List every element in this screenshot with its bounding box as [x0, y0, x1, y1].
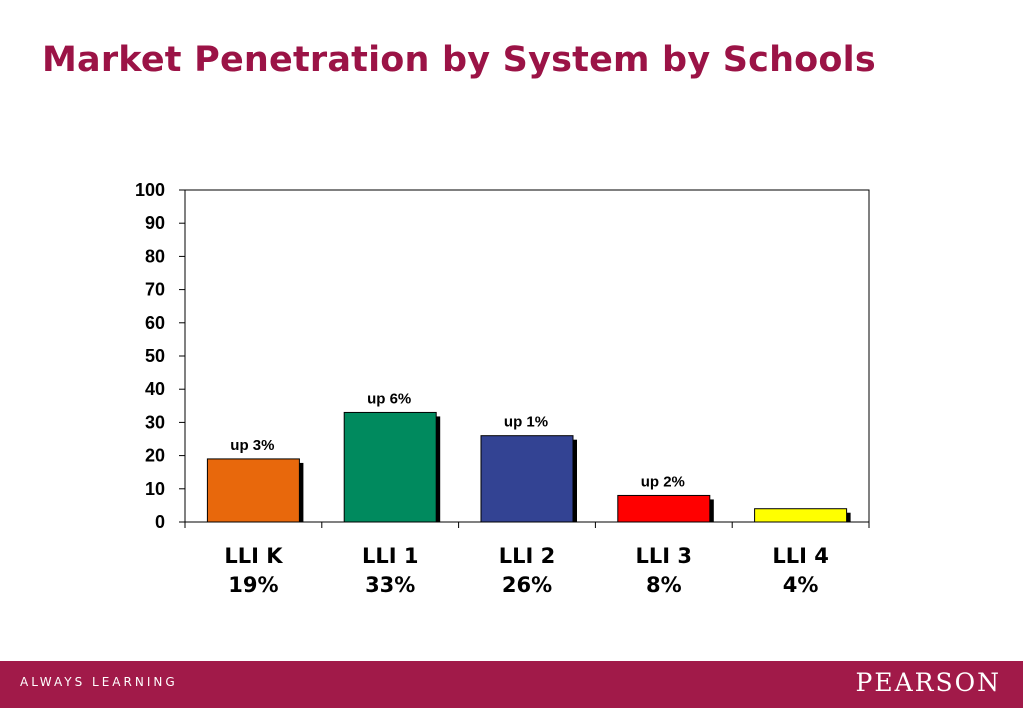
y-axis-ticks: 0 10 20 30 40 50 60 70 80 90 100: [135, 180, 185, 532]
chart-bars: [206, 411, 851, 523]
bar-annotation: up 1%: [504, 414, 548, 431]
category-labels: LLI K 19% LLI 1 33% LLI 2 26% LLI 3 8% LLI 4 4%: [224, 544, 829, 597]
y-tick-label: 10: [145, 479, 165, 499]
footer-bar: ALWAYS LEARNING PEARSON: [0, 661, 1023, 708]
bar: [343, 411, 437, 523]
category-value-label: 33%: [365, 573, 415, 597]
pearson-logo: PEARSON: [855, 668, 1001, 697]
category-label: LLI 4: [772, 544, 829, 568]
y-tick-label: 20: [145, 446, 165, 466]
y-tick-label: 30: [145, 412, 165, 432]
y-tick-label: 40: [145, 379, 165, 399]
bar: [754, 508, 848, 523]
bar-annotations: up 3% up 6% up 1% up 2%: [230, 390, 685, 490]
category-value-label: 8%: [646, 573, 682, 597]
bar: [617, 494, 711, 523]
category-label: LLI 2: [499, 544, 556, 568]
bar-annotation: up 3%: [230, 437, 274, 454]
y-tick-label: 80: [145, 246, 165, 266]
category-value-label: 19%: [228, 573, 278, 597]
y-tick-label: 90: [145, 213, 165, 233]
category-value-label: 26%: [502, 573, 552, 597]
y-tick-label: 60: [145, 313, 165, 333]
category-value-label: 4%: [783, 573, 819, 597]
y-tick-label: 0: [155, 512, 165, 532]
y-tick-label: 50: [145, 346, 165, 366]
slide-title: Market Penetration by System by Schools: [42, 40, 876, 80]
bar-annotation: up 2%: [641, 473, 685, 490]
bar: [206, 458, 300, 523]
category-label: LLI 3: [636, 544, 693, 568]
bar: [480, 435, 574, 523]
bar-annotation: up 6%: [367, 390, 411, 407]
category-label: LLI 1: [362, 544, 419, 568]
y-tick-label: 70: [145, 280, 165, 300]
footer-tagline: ALWAYS LEARNING: [20, 675, 178, 689]
y-tick-label: 100: [135, 180, 165, 200]
category-label: LLI K: [224, 544, 283, 568]
